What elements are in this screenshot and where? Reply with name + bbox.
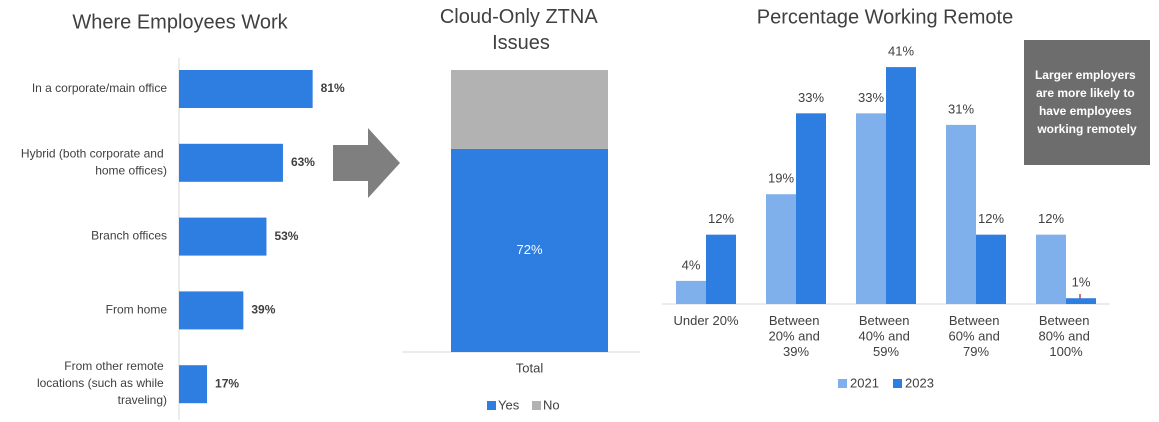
bar (676, 280, 706, 304)
bar (179, 365, 208, 404)
value-label: 19% (768, 171, 794, 186)
bar (856, 113, 886, 304)
category-label: Total (516, 360, 544, 375)
bar (179, 143, 283, 182)
value-label: 4% (682, 257, 701, 272)
value-label: 12% (708, 211, 734, 226)
category-label: From home (106, 303, 168, 317)
chart-title: Percentage Working Remote (757, 6, 1013, 28)
bar (976, 234, 1006, 304)
value-label: 12% (978, 211, 1004, 226)
value-label: 31% (948, 101, 974, 116)
category-label: In a corporate/main office (32, 81, 168, 95)
bar (1066, 298, 1096, 304)
category-label: From other remote locations (such as whi… (37, 359, 167, 407)
value-label: 41% (888, 44, 914, 59)
value-label: 33% (858, 90, 884, 105)
category-label: Between 40% and 59% (859, 313, 914, 359)
bar (886, 67, 916, 304)
bar-segment (451, 70, 608, 149)
bar (179, 70, 313, 108)
chart-title: Where Employees Work (72, 11, 288, 33)
legend-swatch (838, 379, 847, 388)
category-label: Branch offices (91, 229, 167, 243)
category-label: Between 60% and 79% (949, 313, 1004, 359)
value-label: 33% (798, 90, 824, 105)
value-label: 39% (251, 303, 275, 317)
bar (946, 124, 976, 304)
value-label: 72% (516, 242, 542, 257)
callout-text: Larger employers are more likely to have… (1035, 68, 1139, 136)
legend-swatch (893, 379, 902, 388)
category-label: Under 20% (673, 313, 738, 328)
chart-title: Cloud-Only ZTNA Issues (440, 6, 602, 54)
legend-label: No (543, 397, 560, 412)
value-label: 63% (291, 155, 315, 169)
bar (179, 291, 244, 330)
value-label: 12% (1038, 211, 1064, 226)
legend-label: Yes (498, 397, 520, 412)
value-label: 81% (321, 81, 345, 95)
bar (766, 194, 796, 304)
category-label: Hybrid (both corporate and home offices) (21, 146, 167, 177)
bar (179, 217, 267, 256)
bar (796, 113, 826, 304)
value-label: 1% (1072, 275, 1091, 290)
legend-label: 2021 (850, 375, 879, 390)
bar (706, 234, 736, 304)
value-label: 53% (274, 229, 298, 243)
category-label: Between 80% and 100% (1039, 313, 1094, 359)
value-label: 17% (215, 376, 239, 390)
category-label: Between 20% and 39% (769, 313, 824, 359)
legend-swatch (532, 401, 541, 410)
legend-swatch (487, 401, 496, 410)
legend-label: 2023 (905, 375, 934, 390)
bar-segment (451, 148, 608, 352)
flow-arrow (333, 128, 400, 198)
bar (1036, 234, 1066, 304)
callout-box (1024, 40, 1150, 165)
